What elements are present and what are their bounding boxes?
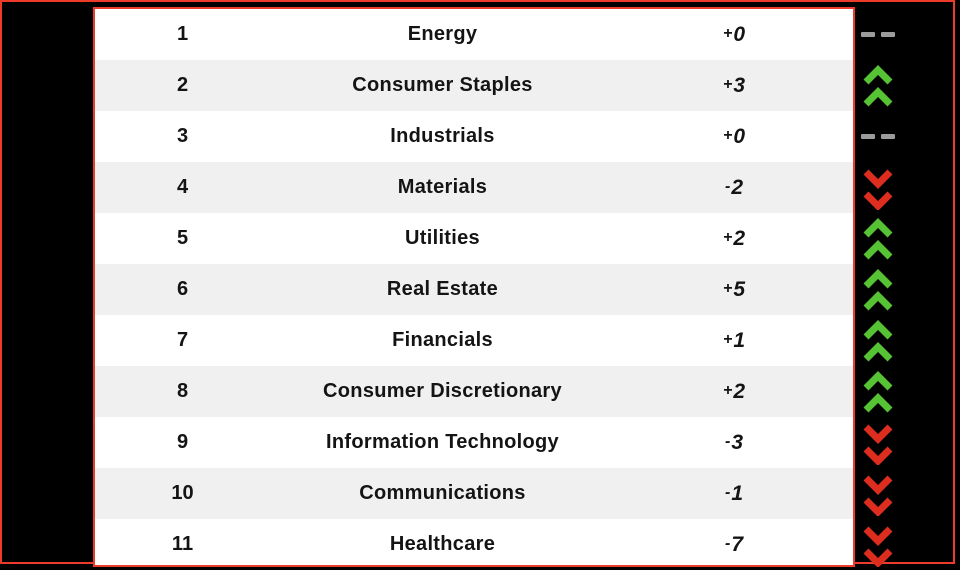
table-row: 3 Industrials +0 <box>95 111 853 162</box>
change-sign: + <box>722 24 733 42</box>
table-row: 2 Consumer Staples +3 <box>95 60 853 111</box>
change-number: 1 <box>731 481 743 505</box>
change-sign: - <box>724 534 731 552</box>
trend-indicator <box>855 468 901 519</box>
sector-name: Communications <box>359 482 526 504</box>
table-row: 8 Consumer Discretionary +2 <box>95 366 853 417</box>
trend-indicator <box>855 417 901 468</box>
table-row: 1 Energy +0 <box>95 9 853 60</box>
sector-name: Utilities <box>405 227 480 249</box>
trend-indicator <box>855 9 901 60</box>
change-value: -1 <box>615 482 853 506</box>
table-row: 7 Financials +1 <box>95 315 853 366</box>
sector-name: Information Technology <box>326 431 559 453</box>
change-sign: + <box>722 126 733 144</box>
sector-name: Financials <box>392 329 493 351</box>
trend-indicator-rail <box>855 9 901 570</box>
change-number: 2 <box>733 226 746 250</box>
table-row: 10 Communications -1 <box>95 468 853 519</box>
trend-indicator <box>855 315 901 366</box>
sector-ranking-card: 1 Energy +0 2 Consumer Staples +3 3 Indu… <box>93 7 855 567</box>
change-number: 2 <box>731 175 743 199</box>
change-value: -2 <box>615 176 853 200</box>
table-row: 5 Utilities +2 <box>95 213 853 264</box>
rank-value: 1 <box>176 23 189 45</box>
rank-value: 6 <box>176 278 189 300</box>
trend-indicator <box>855 519 901 570</box>
sector-name: Materials <box>397 176 488 198</box>
change-sign: - <box>724 483 731 501</box>
rank-value: 10 <box>171 482 194 504</box>
double-chevron-up-icon <box>863 370 893 412</box>
sector-name: Energy <box>407 23 478 45</box>
change-value: +2 <box>615 227 853 251</box>
change-number: 3 <box>731 430 743 454</box>
change-sign: + <box>722 279 733 297</box>
trend-indicator <box>855 264 901 315</box>
change-number: 5 <box>733 277 746 301</box>
double-chevron-up-icon <box>863 268 893 310</box>
sector-name: Real Estate <box>386 278 499 300</box>
trend-indicator <box>855 366 901 417</box>
change-number: 7 <box>731 532 743 556</box>
sector-name: Consumer Discretionary <box>323 380 562 402</box>
change-value: -3 <box>615 431 853 455</box>
change-number: 0 <box>733 124 746 148</box>
double-chevron-up-icon <box>863 319 893 361</box>
trend-indicator <box>855 162 901 213</box>
change-number: 2 <box>733 379 746 403</box>
double-chevron-up-icon <box>863 64 893 106</box>
change-sign: - <box>724 432 731 450</box>
no-change-dashes-icon <box>861 134 895 139</box>
change-sign: + <box>722 75 733 93</box>
change-value: +0 <box>615 125 853 149</box>
table-row: 6 Real Estate +5 <box>95 264 853 315</box>
sector-ranking-table: 1 Energy +0 2 Consumer Staples +3 3 Indu… <box>95 9 853 565</box>
double-chevron-down-icon <box>863 169 893 210</box>
change-number: 0 <box>733 22 746 46</box>
rank-value: 3 <box>176 125 189 147</box>
no-change-dashes-icon <box>861 32 895 37</box>
change-value: +2 <box>615 380 853 404</box>
change-value: +0 <box>615 23 853 47</box>
sector-name: Healthcare <box>389 533 496 555</box>
rank-value: 4 <box>176 176 189 198</box>
change-sign: + <box>722 228 733 246</box>
double-chevron-up-icon <box>863 217 893 259</box>
rank-value: 11 <box>171 533 194 555</box>
rank-value: 9 <box>176 431 189 453</box>
rank-value: 8 <box>176 380 189 402</box>
trend-indicator <box>855 111 901 162</box>
double-chevron-down-icon <box>863 424 893 465</box>
double-chevron-down-icon <box>863 475 893 516</box>
double-chevron-down-icon <box>863 526 893 567</box>
change-sign: + <box>722 381 733 399</box>
change-sign: - <box>724 177 731 195</box>
change-value: +3 <box>615 74 853 98</box>
change-sign: + <box>722 330 733 348</box>
sector-name: Industrials <box>390 125 495 147</box>
sector-name: Consumer Staples <box>352 74 533 96</box>
change-number: 3 <box>733 73 746 97</box>
change-value: +1 <box>615 329 853 353</box>
table-row: 4 Materials -2 <box>95 162 853 213</box>
rank-value: 2 <box>176 74 189 96</box>
change-number: 1 <box>733 328 746 352</box>
change-value: +5 <box>615 278 853 302</box>
trend-indicator <box>855 213 901 264</box>
table-row: 11 Healthcare -7 <box>95 519 853 565</box>
rank-value: 7 <box>176 329 189 351</box>
table-row: 9 Information Technology -3 <box>95 417 853 468</box>
change-value: -7 <box>615 533 853 557</box>
trend-indicator <box>855 60 901 111</box>
rank-value: 5 <box>176 227 189 249</box>
